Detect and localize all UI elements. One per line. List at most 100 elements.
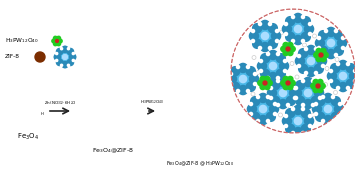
Circle shape	[283, 60, 286, 63]
Circle shape	[269, 96, 273, 100]
Circle shape	[261, 32, 269, 40]
Circle shape	[317, 36, 321, 40]
Circle shape	[286, 32, 295, 41]
Circle shape	[179, 92, 182, 95]
Circle shape	[178, 95, 181, 98]
Circle shape	[278, 99, 288, 109]
Circle shape	[267, 76, 269, 80]
Circle shape	[62, 46, 68, 53]
Circle shape	[326, 107, 330, 111]
Circle shape	[175, 90, 178, 93]
Circle shape	[311, 83, 316, 89]
Circle shape	[170, 107, 173, 110]
Circle shape	[104, 102, 114, 112]
Circle shape	[170, 112, 173, 115]
Circle shape	[264, 84, 270, 90]
Circle shape	[229, 102, 232, 105]
Circle shape	[283, 42, 288, 48]
Circle shape	[294, 117, 302, 125]
Circle shape	[190, 89, 193, 92]
Circle shape	[172, 130, 175, 133]
Circle shape	[271, 64, 275, 68]
Circle shape	[322, 95, 324, 98]
Circle shape	[275, 85, 291, 101]
Circle shape	[251, 81, 255, 84]
Circle shape	[221, 93, 223, 95]
Circle shape	[239, 63, 247, 73]
Circle shape	[286, 96, 295, 105]
Circle shape	[222, 90, 225, 93]
Circle shape	[271, 64, 275, 68]
Text: H$_3$PW$_{12}$O$_{40}$: H$_3$PW$_{12}$O$_{40}$	[5, 36, 39, 45]
Circle shape	[215, 145, 218, 148]
Circle shape	[315, 103, 319, 107]
Circle shape	[83, 81, 143, 141]
Circle shape	[251, 40, 255, 43]
Circle shape	[260, 76, 266, 82]
Circle shape	[319, 53, 323, 57]
Circle shape	[231, 122, 234, 125]
Circle shape	[210, 87, 213, 90]
Circle shape	[335, 68, 351, 84]
Circle shape	[290, 36, 294, 40]
Circle shape	[275, 29, 279, 33]
Circle shape	[263, 67, 268, 71]
Circle shape	[296, 27, 300, 31]
Circle shape	[346, 79, 355, 88]
Circle shape	[294, 128, 302, 137]
Circle shape	[166, 109, 169, 112]
Circle shape	[268, 24, 277, 33]
Circle shape	[281, 46, 286, 52]
Circle shape	[189, 87, 191, 89]
Circle shape	[268, 39, 277, 48]
Circle shape	[210, 82, 213, 85]
Circle shape	[218, 145, 221, 148]
Circle shape	[301, 109, 310, 118]
Circle shape	[291, 132, 295, 135]
Circle shape	[263, 34, 267, 38]
Circle shape	[286, 47, 290, 51]
Circle shape	[246, 66, 251, 70]
Circle shape	[346, 62, 350, 66]
Circle shape	[313, 71, 317, 75]
Circle shape	[321, 48, 326, 54]
Circle shape	[302, 43, 306, 47]
Circle shape	[207, 82, 210, 85]
Circle shape	[332, 119, 334, 123]
Circle shape	[301, 79, 305, 83]
Circle shape	[261, 69, 270, 78]
Circle shape	[295, 57, 305, 66]
Circle shape	[72, 53, 75, 55]
Circle shape	[218, 140, 221, 143]
Circle shape	[334, 105, 344, 114]
Circle shape	[207, 87, 210, 90]
Polygon shape	[231, 9, 355, 133]
Circle shape	[269, 86, 273, 90]
Circle shape	[274, 40, 279, 44]
Circle shape	[304, 77, 312, 87]
Circle shape	[354, 70, 355, 73]
Circle shape	[256, 70, 260, 74]
Circle shape	[70, 54, 76, 60]
Circle shape	[306, 45, 316, 54]
Circle shape	[266, 95, 269, 98]
Circle shape	[67, 59, 73, 66]
Circle shape	[309, 59, 313, 63]
Circle shape	[250, 74, 258, 84]
Circle shape	[263, 96, 268, 100]
Circle shape	[178, 90, 181, 93]
Circle shape	[268, 46, 272, 50]
Circle shape	[329, 70, 333, 73]
Circle shape	[301, 32, 310, 41]
Circle shape	[251, 97, 260, 106]
Circle shape	[253, 24, 262, 33]
Circle shape	[52, 39, 56, 43]
Circle shape	[18, 101, 29, 112]
Circle shape	[281, 91, 285, 95]
Circle shape	[318, 96, 322, 100]
Circle shape	[342, 46, 345, 50]
Circle shape	[283, 50, 288, 56]
Circle shape	[288, 50, 293, 56]
Circle shape	[219, 95, 222, 98]
Circle shape	[338, 60, 348, 70]
